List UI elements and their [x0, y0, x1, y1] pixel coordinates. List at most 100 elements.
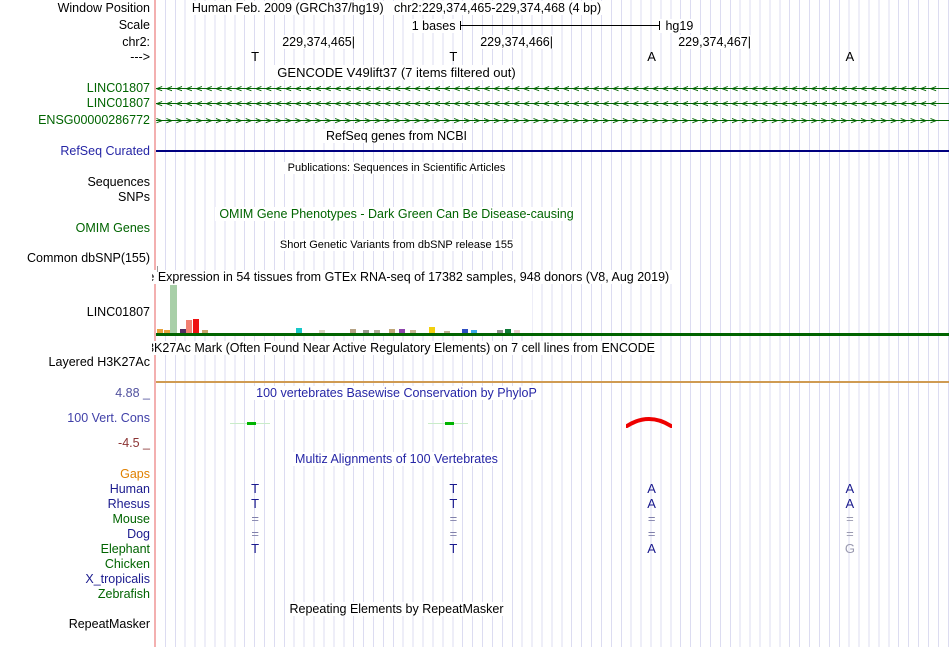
- alignment-base: [751, 572, 949, 586]
- alignment-base: G: [844, 541, 855, 556]
- gtex-expression-bar[interactable]: [497, 330, 503, 333]
- alignment-base: A: [647, 481, 656, 496]
- gtex-expression-bar[interactable]: [444, 331, 450, 333]
- gtex-expression-bar[interactable]: [363, 330, 369, 333]
- multiz-row-label-mouse[interactable]: Mouse: [112, 512, 150, 526]
- gtex-expression-bar[interactable]: [180, 329, 186, 333]
- multiz-alignment-row-zebrafish: [156, 587, 949, 601]
- gene-track-linc01807-2[interactable]: <<<<<<<<<<<<<<<<<<<<<<<<<<<<<<<<<<<<<<<<…: [156, 97, 949, 110]
- gtex-expression-bar[interactable]: [157, 329, 163, 333]
- alignment-base: T: [449, 481, 458, 496]
- multiz-alignment-row-gaps: [156, 467, 949, 481]
- alignment-base: A: [647, 496, 656, 511]
- reference-base: A: [845, 49, 855, 64]
- alignment-base: [156, 572, 354, 586]
- gtex-expression-bar[interactable]: [350, 329, 356, 333]
- gtex-expression-bar[interactable]: [202, 330, 208, 333]
- track-label-refseq-curated[interactable]: RefSeq Curated: [60, 144, 150, 158]
- assembly-label: hg19: [660, 18, 699, 33]
- phylop-positive-score-mark: [445, 422, 454, 425]
- gtex-expression-bar[interactable]: [319, 330, 325, 333]
- position-label-3: 229,374,467|: [677, 35, 752, 49]
- gtex-expression-bar[interactable]: [410, 330, 416, 333]
- window-position-label: Window Position: [57, 1, 150, 15]
- multiz-row-label-gaps[interactable]: Gaps: [120, 467, 150, 481]
- gtex-expression-bar[interactable]: [389, 329, 395, 333]
- track-label-repeatmasker[interactable]: RepeatMasker: [68, 617, 150, 631]
- gtex-expression-bar[interactable]: [505, 329, 511, 333]
- gtex-expression-bar[interactable]: [170, 285, 177, 333]
- multiz-row-label-chicken[interactable]: Chicken: [104, 557, 150, 571]
- multiz-row-label-human[interactable]: Human: [109, 482, 150, 496]
- alignment-base: =: [647, 511, 656, 526]
- track-label-snps[interactable]: SNPs: [118, 190, 150, 204]
- gtex-expression-bar[interactable]: [514, 330, 520, 333]
- gtex-expression-bar[interactable]: [471, 330, 477, 333]
- publications-track-title: Publications: Sequences in Scientific Ar…: [0, 161, 793, 175]
- gene-track-ensg00000286772-3[interactable]: >>>>>>>>>>>>>>>>>>>>>>>>>>>>>>>>>>>>>>>>…: [156, 114, 949, 127]
- window-position-title: Human Feb. 2009 (GRCh37/hg19) chr2:229,3…: [0, 1, 793, 15]
- reference-base: T: [251, 49, 260, 64]
- alignment-base: [553, 587, 751, 601]
- phylop-track-title: 100 vertebrates Basewise Conservation by…: [0, 386, 793, 400]
- position-label-2: 229,374,466|: [479, 35, 554, 49]
- track-label-linc01807-1[interactable]: LINC01807: [86, 81, 150, 95]
- track-label-linc01807-2[interactable]: LINC01807: [86, 96, 150, 110]
- strand-direction-label: --->: [130, 50, 150, 64]
- refseq-curated-gene-line[interactable]: [156, 150, 949, 152]
- multiz-track-title: Multiz Alignments of 100 Vertebrates: [0, 452, 793, 466]
- track-label-ensg00000286772[interactable]: ENSG00000286772: [38, 113, 150, 127]
- track-label-common-dbsnp155[interactable]: Common dbSNP(155): [27, 251, 150, 265]
- gtex-expression-bar[interactable]: [193, 319, 199, 333]
- refseq-track-title: RefSeq genes from NCBI: [0, 129, 793, 143]
- alignment-base: [553, 572, 751, 586]
- reference-base: T: [449, 49, 458, 64]
- alignment-base: =: [647, 526, 656, 541]
- gtex-expression-bar[interactable]: [186, 320, 192, 333]
- alignment-base: T: [449, 541, 458, 556]
- alignment-base: T: [251, 481, 260, 496]
- alignment-base: [156, 467, 354, 481]
- chrom-label: chr2:: [122, 35, 150, 49]
- gencode-track-title: GENCODE V49lift37 (7 items filtered out): [0, 65, 793, 80]
- alignment-base: T: [251, 496, 260, 511]
- track-label-omim-genes[interactable]: OMIM Genes: [75, 221, 150, 235]
- multiz-alignment-row-mouse: = = = =: [156, 512, 949, 526]
- phylop-max-value: 4.88 _: [115, 386, 150, 400]
- alignment-base: [751, 587, 949, 601]
- track-label-100-vert-cons[interactable]: 100 Vert. Cons: [67, 411, 150, 425]
- gtex-axis-tick: [157, 266, 158, 272]
- track-label-layered-h3k27ac[interactable]: Layered H3K27Ac: [48, 355, 150, 369]
- track-label-gtex-linc01807[interactable]: LINC01807: [86, 305, 150, 319]
- multiz-row-label-x-tropicalis[interactable]: X_tropicalis: [85, 572, 150, 586]
- multiz-row-label-dog[interactable]: Dog: [127, 527, 150, 541]
- alignment-base: =: [251, 511, 259, 526]
- gene-track-linc01807-1[interactable]: <<<<<<<<<<<<<<<<<<<<<<<<<<<<<<<<<<<<<<<<…: [156, 82, 949, 95]
- multiz-row-label-elephant[interactable]: Elephant: [100, 542, 150, 556]
- multiz-row-label-rhesus[interactable]: Rhesus: [107, 497, 150, 511]
- gtex-expression-bar[interactable]: [164, 330, 170, 333]
- alignment-base: [354, 467, 552, 481]
- gtex-baseline: [156, 333, 949, 336]
- gtex-expression-bar[interactable]: [296, 328, 302, 333]
- scale-ruler: [460, 21, 661, 30]
- gtex-expression-bar[interactable]: [429, 327, 435, 333]
- phylop-min-value: -4.5 _: [118, 436, 150, 450]
- track-label-sequences[interactable]: Sequences: [87, 175, 150, 189]
- alignment-base: [156, 557, 354, 571]
- gtex-expression-bar[interactable]: [462, 329, 468, 333]
- gtex-expression-bar[interactable]: [374, 330, 380, 333]
- alignment-base: A: [845, 481, 855, 496]
- scale-value: 1 bases: [406, 18, 461, 33]
- track-label-column: Window Position Scale chr2: ---> LINC01807 LI…: [0, 0, 152, 647]
- phylop-positive-score-mark: [247, 422, 256, 425]
- omim-track-title: OMIM Gene Phenotypes - Dark Green Can Be…: [0, 207, 793, 221]
- multiz-row-label-zebrafish[interactable]: Zebrafish: [97, 587, 150, 601]
- gtex-expression-bar[interactable]: [399, 329, 405, 333]
- position-label-1: 229,374,465|: [281, 35, 356, 49]
- track-area-left-border: [154, 0, 156, 647]
- multiz-alignment-row-dog: = = = =: [156, 527, 949, 541]
- dbsnp-track-title: Short Genetic Variants from dbSNP releas…: [0, 238, 793, 252]
